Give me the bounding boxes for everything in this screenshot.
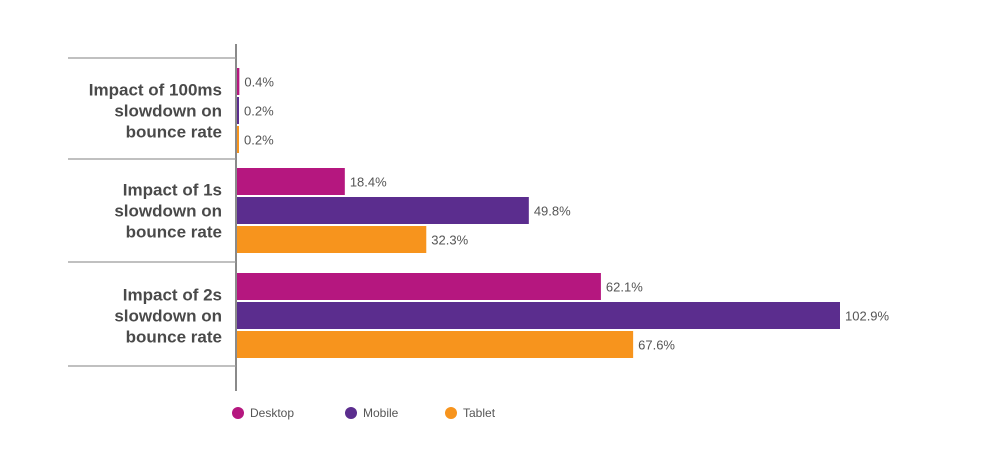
value-label-desktop-2: 62.1% [606,280,643,295]
category-label-2-2: bounce rate [126,328,222,347]
value-label-mobile-0: 0.2% [244,104,274,119]
bar-mobile-1 [237,197,529,224]
category-label-2-0: Impact of 2s [123,286,222,305]
legend-swatch-tablet [445,407,457,419]
legend-swatch-mobile [345,407,357,419]
bar-mobile-0 [237,97,239,124]
bar-desktop-1 [237,168,345,195]
legend-swatch-desktop [232,407,244,419]
legend-label-tablet: Tablet [463,406,496,420]
category-label-0-1: slowdown on [114,102,222,121]
bar-desktop-2 [237,273,601,300]
category-label-0-2: bounce rate [126,123,222,142]
bar-tablet-2 [237,331,634,358]
value-label-tablet-2: 67.6% [638,338,675,353]
bar-mobile-2 [237,302,840,329]
value-label-tablet-0: 0.2% [244,133,274,148]
value-label-tablet-1: 32.3% [431,233,468,248]
category-label-1-1: slowdown on [114,202,222,221]
value-label-mobile-1: 49.8% [534,204,571,219]
category-label-1-0: Impact of 1s [123,181,222,200]
value-label-desktop-1: 18.4% [350,175,387,190]
category-label-2-1: slowdown on [114,307,222,326]
bar-tablet-0 [237,126,239,153]
category-label-0-0: Impact of 100ms [89,81,222,100]
value-label-desktop-0: 0.4% [244,75,274,90]
category-label-1-2: bounce rate [126,223,222,242]
bar-desktop-0 [237,68,240,95]
value-label-mobile-2: 102.9% [845,309,890,324]
legend-label-mobile: Mobile [363,406,399,420]
bar-tablet-1 [237,226,427,253]
legend-label-desktop: Desktop [250,406,294,420]
